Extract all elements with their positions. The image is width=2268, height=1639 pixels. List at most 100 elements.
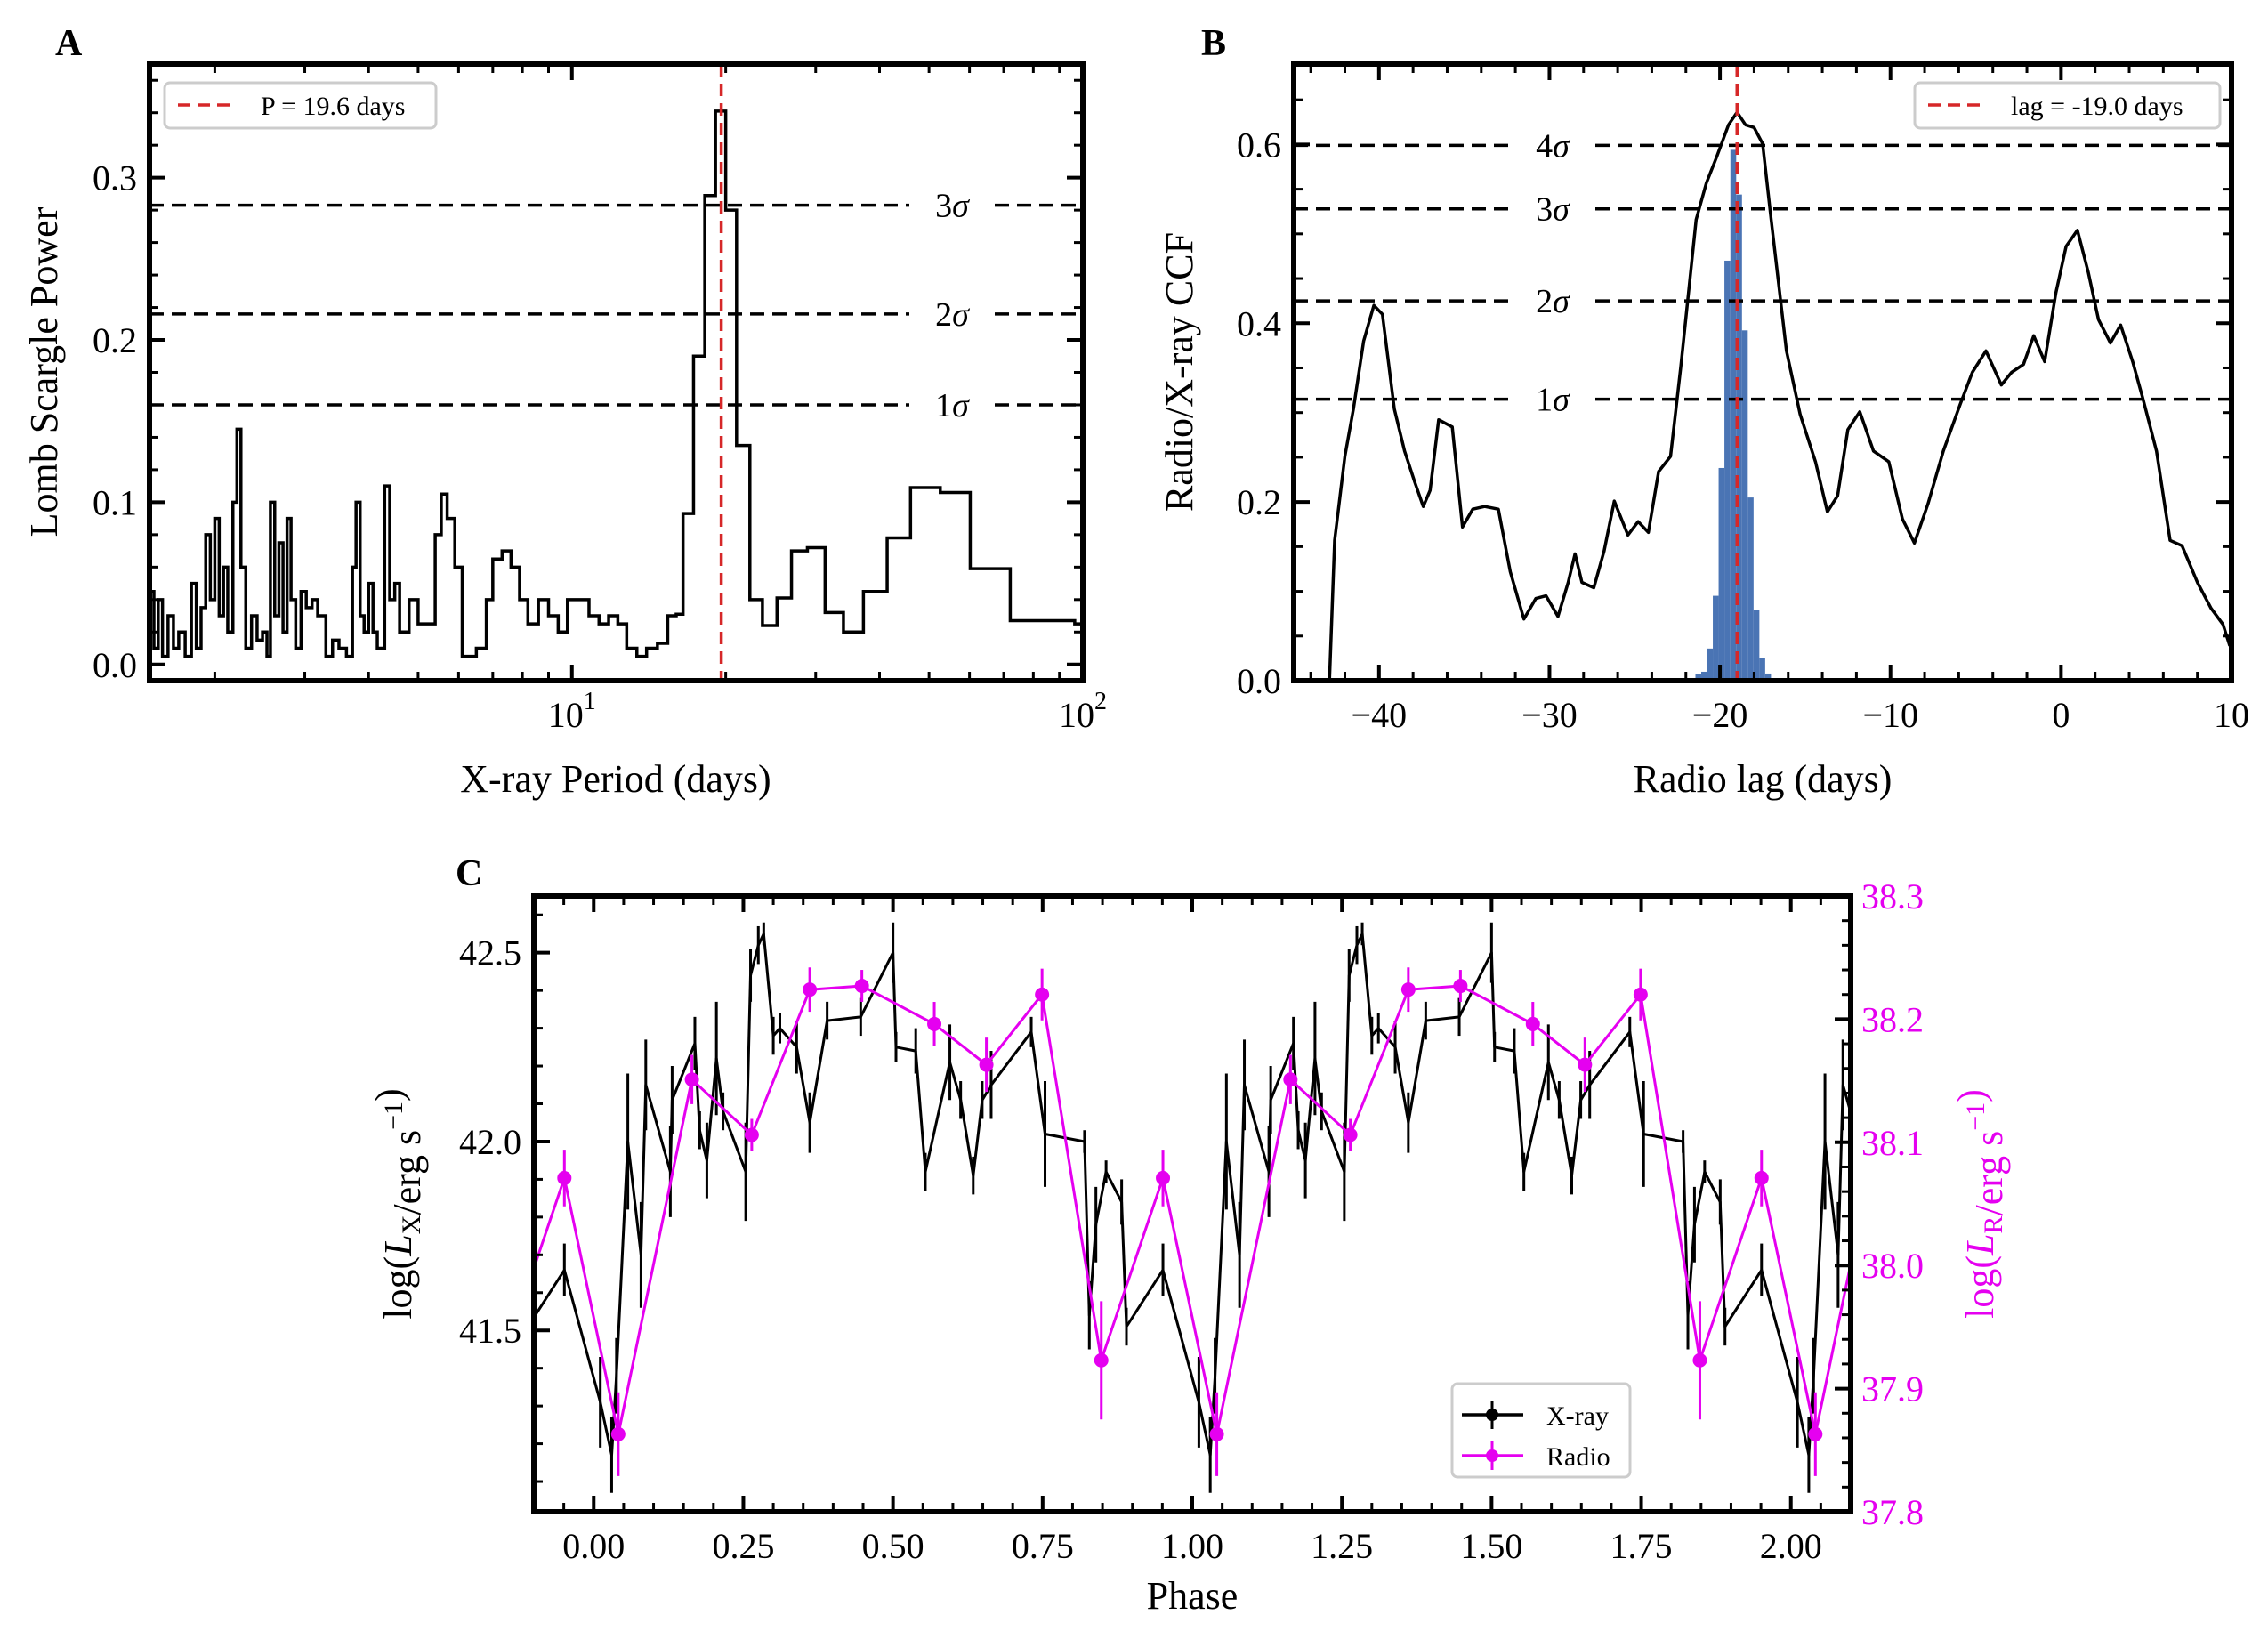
panel-a-legend: P = 19.6 days <box>163 81 438 130</box>
sigma-number: 2 <box>1536 283 1553 320</box>
panel-label-c: C <box>456 853 482 894</box>
sigma-symbol: σ <box>1553 283 1570 320</box>
panel-label-a: A <box>55 23 83 64</box>
histogram-bar <box>1701 671 1707 681</box>
radio-data-point <box>1578 1057 1593 1072</box>
radio-data-point <box>1343 1127 1358 1142</box>
right-y-tick-label: 38.1 <box>1861 1123 1924 1163</box>
x-tick-label: 10 <box>2214 695 2249 735</box>
y-tick-label: 42.0 <box>459 1122 521 1162</box>
radio-data-point <box>1633 987 1648 1002</box>
radio-data-point <box>927 1016 942 1031</box>
y-tick-label: 41.5 <box>459 1311 521 1351</box>
y-tick-label: 0.3 <box>93 158 137 198</box>
radio-data-point <box>1156 1170 1171 1185</box>
x-tick-label-exponent: 1 <box>584 688 596 715</box>
sigma-number: 1 <box>1536 382 1553 419</box>
radio-data-point <box>1525 1016 1540 1031</box>
x-tick-label: 102 <box>1059 688 1107 735</box>
panel-b-x-axis-label: Radio lag (days) <box>1634 757 1893 801</box>
x-tick-label: −10 <box>1862 695 1918 735</box>
radio-data-point <box>854 979 869 994</box>
significance-label: 1σ <box>935 387 970 424</box>
x-tick-label: 1.75 <box>1610 1526 1673 1566</box>
radio-data-point <box>1209 1426 1224 1441</box>
x-tick-label-exponent: 2 <box>1094 688 1107 715</box>
x-tick-label: 1.50 <box>1460 1526 1522 1566</box>
x-tick-label: −40 <box>1352 695 1408 735</box>
panel-b-legend-box <box>1913 81 2222 130</box>
histogram-bar <box>1736 194 1742 681</box>
x-tick-label: 1.00 <box>1161 1526 1223 1566</box>
sigma-symbol: σ <box>1553 382 1570 419</box>
y-tick-label: 0.0 <box>1237 661 1281 701</box>
axis-label-part: log( <box>376 1256 420 1320</box>
radio-data-point <box>979 1057 994 1072</box>
sigma-number: 4 <box>1536 127 1553 165</box>
panel-c-legend: X-ray Radio <box>1450 1382 1632 1479</box>
sigma-number: 2 <box>935 296 952 334</box>
panel-b-legend: lag = -19.0 days <box>1913 81 2222 130</box>
x-tick-label: 0.50 <box>862 1526 924 1566</box>
significance-label: 3σ <box>935 188 970 225</box>
significance-label: 4σ <box>1536 127 1570 165</box>
panel-b-legend-label: lag = -19.0 days <box>2011 92 2183 121</box>
panel-c-x-axis-label: Phase <box>1147 1574 1239 1618</box>
axes-frame <box>147 61 1086 683</box>
right-y-tick-label: 37.9 <box>1861 1369 1924 1409</box>
y-tick-label: 42.5 <box>459 933 521 973</box>
radio-data-point <box>1882 1072 1896 1086</box>
panel-a-y-axis-label: Lomb Scargle Power <box>22 206 66 537</box>
axes-frame <box>531 893 1853 1514</box>
panel-a-legend-label: P = 19.6 days <box>261 92 405 121</box>
histogram-bar <box>1741 330 1748 681</box>
sigma-symbol: σ <box>952 296 970 334</box>
radio-data-point <box>1453 979 1468 994</box>
radio-data-point <box>1808 1426 1823 1441</box>
y-tick-label: 0.2 <box>93 320 137 360</box>
panel-c-right-y-axis-label: log(LR/erg s−1) <box>1949 1089 2011 1319</box>
significance-label: 2σ <box>1536 283 1570 320</box>
panel-c-left-y-axis-label: log(LX/erg s−1) <box>367 1088 429 1319</box>
sigma-symbol: σ <box>952 188 970 225</box>
histogram-bar <box>1695 674 1702 681</box>
axis-label-part: −1 <box>1961 1102 1990 1131</box>
axis-label-part: L <box>1958 1233 2002 1255</box>
x-tick-label: 101 <box>548 688 596 735</box>
y-tick-label: 0.2 <box>1237 482 1281 522</box>
histogram-bar <box>1759 658 1765 681</box>
x-tick-label: 2.00 <box>1760 1526 1822 1566</box>
significance-label: 1σ <box>1536 382 1570 419</box>
right-y-tick-label: 38.2 <box>1861 999 1924 1039</box>
x-tick-label: 1.25 <box>1311 1526 1373 1566</box>
sigma-number: 1 <box>935 387 952 424</box>
periodogram-line <box>149 109 1083 658</box>
radio-data-point <box>1692 1352 1707 1368</box>
legend-radio-label: Radio <box>1546 1442 1610 1472</box>
x-tick-label: −30 <box>1521 695 1578 735</box>
panel-b-y-axis-label: Radio/X-ray CCF <box>1158 232 1201 512</box>
sigma-symbol: σ <box>1553 191 1570 229</box>
y-tick-label: 0.1 <box>93 482 137 522</box>
histogram-bar <box>1764 673 1772 681</box>
xray-line <box>534 933 1851 1457</box>
legend-radio-marker-icon <box>1486 1449 1498 1462</box>
x-tick-label-base: 10 <box>1059 695 1094 735</box>
y-tick-label: 0.4 <box>1237 303 1281 343</box>
panel-c-phase-folded-light-curves: 0.00 0.25 0.50 0.75 1.00 1.25 1.50 1.75 2.00 41.5… <box>367 876 2011 1566</box>
significance-label: 2σ <box>935 296 970 334</box>
axis-label-part: ) <box>1949 1089 1993 1102</box>
radio-data-point <box>803 982 818 997</box>
radio-data-point <box>610 1426 626 1441</box>
significance-label: 3σ <box>1536 191 1570 229</box>
x-tick-label: −20 <box>1692 695 1748 735</box>
radio-data-point <box>1400 982 1416 997</box>
panel-a-x-axis-label: X-ray Period (days) <box>460 757 771 801</box>
right-y-tick-label: 38.0 <box>1861 1246 1924 1286</box>
panel-label-b: B <box>1201 23 1226 64</box>
radio-data-point <box>1094 1352 1109 1368</box>
